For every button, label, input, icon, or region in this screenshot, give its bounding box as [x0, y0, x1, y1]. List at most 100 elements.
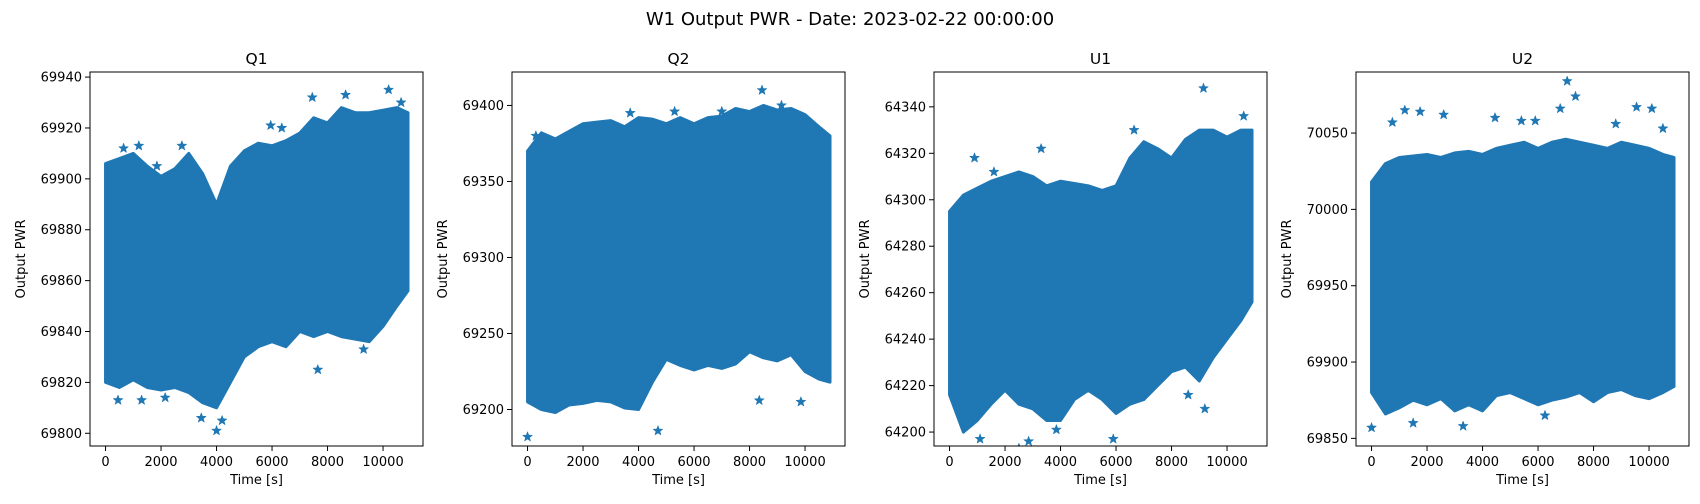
data-point: [1128, 124, 1140, 135]
x-tick-label: 0: [1367, 455, 1375, 470]
y-tick-label: 69850: [1307, 432, 1348, 447]
data-point: [756, 84, 768, 96]
axes-frame: [89, 71, 424, 447]
x-tick-label: 0: [523, 455, 531, 470]
x-tick-label: 10000: [1206, 455, 1247, 470]
y-tick-label: 64300: [885, 193, 926, 208]
x-axis-label: Time [s]: [1495, 473, 1549, 488]
x-tick-label: 10000: [1628, 455, 1669, 470]
subplot-u2: 0 2000 4000 6000 8000 10000 69850 69900 69950 700…: [1280, 50, 1690, 488]
x-tick-label: 8000: [311, 455, 344, 470]
subplot-q2: 0 2000 4000 6000 8000 10000 69200 69250 69300 693…: [436, 50, 846, 488]
y-tick-label: 64220: [885, 379, 926, 394]
data-point: [265, 119, 277, 131]
x-tick-label: 6000: [1099, 455, 1132, 470]
data-point: [1050, 423, 1062, 435]
data-point: [1529, 114, 1541, 126]
x-tick-label: 2000: [566, 455, 599, 470]
subplot-title: U2: [1512, 50, 1533, 68]
data-point: [395, 96, 407, 108]
y-tick-label: 70000: [1307, 203, 1348, 218]
axes-frame: [1355, 71, 1690, 447]
data-point: [1199, 402, 1211, 414]
data-point: [1610, 117, 1622, 129]
x-tick-label: 4000: [1466, 455, 1499, 470]
y-tick-label: 69920: [41, 121, 82, 136]
y-tick-label: 64240: [885, 333, 926, 348]
plot-area: [104, 83, 410, 436]
y-tick-label: 64340: [885, 100, 926, 115]
axes-frame: [933, 71, 1268, 447]
y-tick-label: 69950: [1307, 279, 1348, 294]
subplot-title: U1: [1090, 50, 1111, 68]
x-tick-label: 6000: [255, 455, 288, 470]
x-tick-label: 6000: [677, 455, 710, 470]
subplot-title: Q1: [245, 50, 267, 68]
data-point: [306, 91, 318, 103]
y-axis-label: Output PWR: [436, 219, 451, 298]
data-point: [210, 424, 223, 436]
data-point: [382, 83, 395, 95]
y-axis-label: Output PWR: [1280, 219, 1295, 298]
data-point: [1238, 110, 1250, 121]
y-tick-label: 69300: [463, 251, 504, 266]
data-point: [811, 128, 824, 140]
y-tick-label: 64320: [885, 147, 926, 162]
y-tick-label: 64260: [885, 286, 926, 301]
data-point: [358, 343, 370, 355]
y-tick-label: 69900: [41, 172, 82, 187]
x-tick-label: 10000: [362, 455, 403, 470]
axes-frame: [511, 71, 846, 447]
y-tick-label: 69840: [41, 325, 82, 340]
data-point: [1386, 116, 1398, 128]
x-tick-label: 4000: [1044, 455, 1077, 470]
data-point: [624, 107, 636, 118]
subplot-q1: 0 2000 4000 6000 8000 10000 69800 69820 69840 698…: [14, 50, 424, 488]
data-point: [159, 391, 171, 403]
y-tick-label: 69350: [463, 175, 504, 190]
x-axis-label: Time [s]: [1073, 473, 1127, 488]
data-point: [133, 139, 145, 151]
data-point: [1646, 102, 1658, 114]
data-band: [104, 106, 410, 410]
data-point: [1569, 90, 1582, 102]
x-tick-label: 8000: [733, 455, 766, 470]
data-point: [1035, 142, 1047, 154]
data-point: [112, 394, 124, 405]
x-tick-label: 2000: [1410, 455, 1443, 470]
data-point: [1197, 82, 1210, 94]
subplot-title: Q2: [667, 50, 689, 68]
data-point: [716, 105, 728, 117]
data-band: [948, 128, 1254, 434]
data-point: [974, 433, 986, 444]
data-point: [753, 394, 765, 406]
data-point: [1539, 409, 1551, 421]
data-point: [1457, 420, 1469, 431]
figure-suptitle: W1 Output PWR - Date: 2023-02-22 00:00:0…: [646, 9, 1054, 30]
data-point: [1407, 417, 1419, 428]
data-point: [1489, 111, 1501, 123]
y-tick-label: 69860: [41, 274, 82, 289]
y-tick-label: 64200: [885, 426, 926, 441]
data-point: [530, 129, 542, 141]
y-tick-label: 69940: [41, 71, 82, 86]
data-point: [775, 99, 788, 111]
data-point: [216, 414, 228, 426]
data-point: [988, 165, 1000, 177]
data-point: [1023, 435, 1035, 446]
data-point: [117, 142, 130, 154]
x-tick-label: 8000: [1577, 455, 1610, 470]
x-tick-label: 8000: [1155, 455, 1188, 470]
data-point: [1657, 122, 1669, 134]
data-point: [1414, 105, 1426, 117]
x-tick-label: 2000: [144, 455, 177, 470]
x-axis-label: Time [s]: [229, 473, 283, 488]
data-point: [1017, 442, 1021, 446]
x-tick-label: 2000: [988, 455, 1021, 470]
data-point: [1630, 101, 1643, 112]
y-tick-label: 69820: [41, 376, 82, 391]
y-axis-label: Output PWR: [858, 219, 873, 298]
data-point: [1561, 75, 1573, 86]
data-point: [195, 412, 207, 423]
